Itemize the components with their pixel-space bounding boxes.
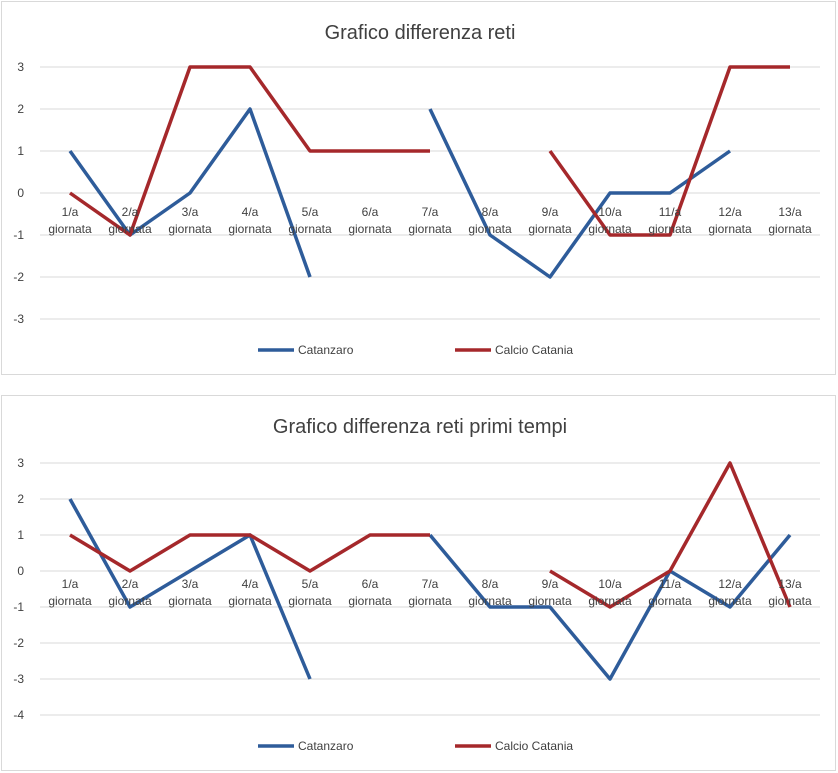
x-tick-label: 13/a giornata [768, 205, 812, 236]
series-line-catanzaro [428, 533, 792, 681]
series-line-calcio-catania [549, 461, 792, 609]
x-tick-label: 10/a giornata [588, 205, 632, 236]
x-tick-label: 7/a giornata [408, 577, 452, 608]
x-tick-label: 3/a giornata [168, 577, 212, 608]
x-tick-label: 12/a giornata [708, 577, 752, 608]
y-tick-label: 2 [17, 102, 24, 116]
x-tick-label: 2/a giornata [108, 205, 152, 236]
chart-title: Grafico differenza reti [325, 22, 516, 44]
series-line-catanzaro [68, 107, 312, 278]
y-tick-label: 0 [17, 564, 24, 578]
x-tick-label: 7/a giornata [408, 205, 452, 236]
y-tick-label: -2 [13, 636, 24, 650]
x-tick-label: 1/a giornata [48, 205, 92, 236]
y-tick-label: 3 [17, 60, 24, 74]
x-tick-label: 2/a giornata [108, 577, 152, 608]
x-tick-label: 4/a giornata [228, 577, 272, 608]
x-tick-label: 11/a giornata [648, 577, 692, 608]
x-tick-label: 9/a giornata [528, 577, 572, 608]
series-line-calcio-catania [69, 533, 430, 573]
series-line-calcio-catania [548, 65, 790, 237]
legend-label: Calcio Catania [495, 343, 573, 357]
y-tick-label: 0 [17, 186, 24, 200]
y-tick-label: 2 [17, 492, 24, 506]
legend-label: Catanzaro [298, 739, 354, 753]
y-tick-label: 1 [17, 144, 24, 158]
chart-panel-differenza-reti: Grafico differenza reti 3 2 1 0 -1 -2 -3 1/a gio… [1, 1, 836, 375]
x-tick-label: 11/a giornata [648, 205, 692, 236]
x-tick-label: 5/a giornata [288, 577, 332, 608]
x-tick-label: 13/a giornata [768, 577, 812, 608]
x-tick-label: 4/a giornata [228, 205, 272, 236]
x-tick-label: 6/a giornata [348, 205, 392, 236]
series-line-catanzaro [428, 108, 732, 279]
x-tick-label: 8/a giornata [468, 577, 512, 608]
x-tick-label: 5/a giornata [288, 205, 332, 236]
legend-label: Catanzaro [298, 343, 354, 357]
x-tick-label: 9/a giornata [528, 205, 572, 236]
y-tick-label: -2 [13, 270, 24, 284]
y-tick-label: -1 [13, 600, 24, 614]
y-tick-label: -3 [13, 312, 24, 326]
x-tick-label: 6/a giornata [348, 577, 392, 608]
x-tick-label: 3/a giornata [168, 205, 212, 236]
series-line-catanzaro [68, 498, 312, 680]
chart-svg-differenza-reti: Grafico differenza reti 3 2 1 0 -1 -2 -3 1/a gio… [13, 22, 820, 357]
legend-label: Calcio Catania [495, 739, 573, 753]
y-tick-label: 1 [17, 528, 24, 542]
y-tick-label: 3 [17, 456, 24, 470]
chart-title: Grafico differenza reti primi tempi [273, 416, 567, 438]
x-tick-label: 12/a giornata [708, 205, 752, 236]
series-line-calcio-catania [68, 65, 430, 237]
x-tick-label: 1/a giornata [48, 577, 92, 608]
y-tick-label: -1 [13, 228, 24, 242]
chart-svg-differenza-reti-primi-tempi: Grafico differenza reti primi tempi 3210… [13, 416, 820, 753]
x-tick-label: 8/a giornata [468, 205, 512, 236]
y-tick-label: -3 [13, 672, 24, 686]
y-tick-label: -4 [13, 708, 24, 722]
x-tick-label: 10/a giornata [588, 577, 632, 608]
